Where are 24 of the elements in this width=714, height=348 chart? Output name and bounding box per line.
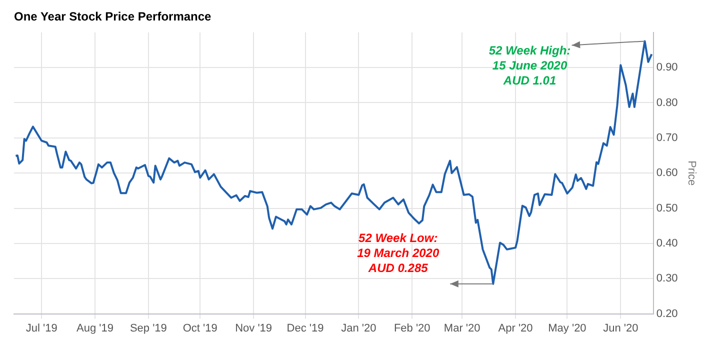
x-tick-label: Nov '19 [235, 322, 272, 334]
x-tick-label: Oct '19 [182, 322, 218, 334]
y-tick-label: 0.50 [656, 202, 678, 214]
x-tick-label: Sep '19 [130, 322, 167, 334]
y-tick-label: 0.60 [656, 167, 678, 180]
annotation: 52 Week High: 15 June 2020 AUD 1.01 [488, 44, 571, 88]
y-tick-label: 0.70 [656, 132, 678, 144]
x-tick-label: Mar '20 [444, 322, 480, 334]
x-tick-label: Apr '20 [498, 322, 533, 334]
x-tick-label: Jan '20 [341, 322, 376, 334]
x-tick-label: Dec '19 [286, 322, 324, 334]
y-tick-label: 0.80 [656, 96, 678, 109]
y-tick-label: 0.30 [656, 272, 678, 285]
y-tick-label: 0.20 [656, 308, 678, 320]
chart-title: One Year Stock Price Performance [14, 10, 212, 24]
x-tick-label: Jun '20 [603, 322, 638, 334]
y-tick-label: 0.90 [656, 62, 678, 74]
x-tick-label: Feb '20 [394, 322, 430, 334]
y-tick-label: 0.40 [656, 237, 678, 250]
annotation: 52 Week Low: 19 March 2020 AUD 0.285 [357, 231, 440, 276]
x-tick-label: May '20 [548, 322, 586, 334]
y-axis-title: Price [685, 160, 698, 186]
x-tick-label: Jul '19 [26, 322, 58, 334]
x-tick-label: Aug '19 [76, 322, 114, 334]
